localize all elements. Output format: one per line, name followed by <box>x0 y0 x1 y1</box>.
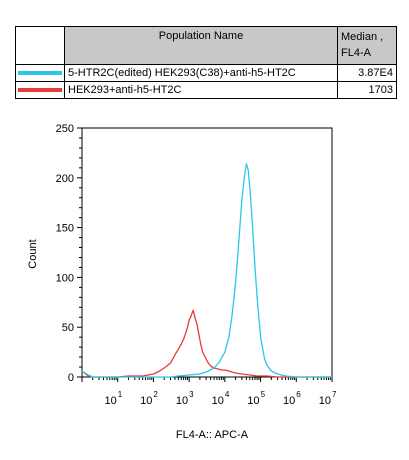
x-tick-label: 10 <box>247 395 259 407</box>
legend-name-control: HEK293+anti-h5-HT2C <box>64 81 338 99</box>
y-axis: 0 50 100 150 200 250 <box>56 123 82 384</box>
legend-header-population-name: Population Name <box>64 26 338 65</box>
x-tick-exponent: 3 <box>189 390 194 399</box>
legend-header-blank <box>15 26 65 65</box>
x-tick-label: 10 <box>212 395 224 407</box>
x-tick-exponent: 6 <box>296 390 301 399</box>
legend-header-median-line1: Median , <box>341 31 384 43</box>
legend-value-control: 1703 <box>337 81 397 99</box>
x-tick-exponent: 5 <box>261 390 266 399</box>
y-tick-label: 0 <box>68 372 74 384</box>
y-tick-label: 100 <box>56 272 74 284</box>
legend-swatch-control <box>18 88 62 92</box>
series-layer <box>81 163 332 378</box>
series-line-0 <box>81 309 332 378</box>
y-tick-label: 250 <box>56 123 74 135</box>
legend-name-edited: 5-HTR2C(edited) HEK293(C38)+anti-h5-HT2C <box>64 64 338 82</box>
legend-header-median: Median , FL4-A <box>337 26 397 65</box>
x-tick-exponent: 1 <box>118 390 123 399</box>
x-tick-exponent: 7 <box>332 390 337 399</box>
x-tick-label: 10 <box>104 395 116 407</box>
series-line-1 <box>81 163 332 378</box>
plot-area <box>81 127 333 378</box>
legend-table: Population Name Median , FL4-A 5-HTR2C(e… <box>15 26 397 99</box>
x-axis-label: FL4-A:: APC-A <box>176 429 249 441</box>
y-tick-label: 50 <box>62 322 74 334</box>
x-tick-label: 10 <box>176 395 188 407</box>
legend-row-edited: 5-HTR2C(edited) HEK293(C38)+anti-h5-HT2C… <box>15 64 397 82</box>
x-tick-exponent: 4 <box>225 390 230 399</box>
y-tick-label: 150 <box>56 223 74 235</box>
x-tick-label: 10 <box>140 395 152 407</box>
legend-header-row: Population Name Median , FL4-A <box>15 26 397 65</box>
x-tick-label: 10 <box>319 395 331 407</box>
legend-row-control: HEK293+anti-h5-HT2C 1703 <box>15 81 397 99</box>
plot-frame <box>81 127 333 378</box>
x-tick-label: 10 <box>283 395 295 407</box>
legend-swatch-cell-control <box>15 81 65 99</box>
y-axis-label: Count <box>27 239 39 268</box>
y-tick-label: 200 <box>56 173 74 185</box>
legend-header-median-line2: FL4-A <box>341 47 371 59</box>
legend-swatch-edited <box>18 71 62 75</box>
x-tick-exponent: 2 <box>153 390 158 399</box>
